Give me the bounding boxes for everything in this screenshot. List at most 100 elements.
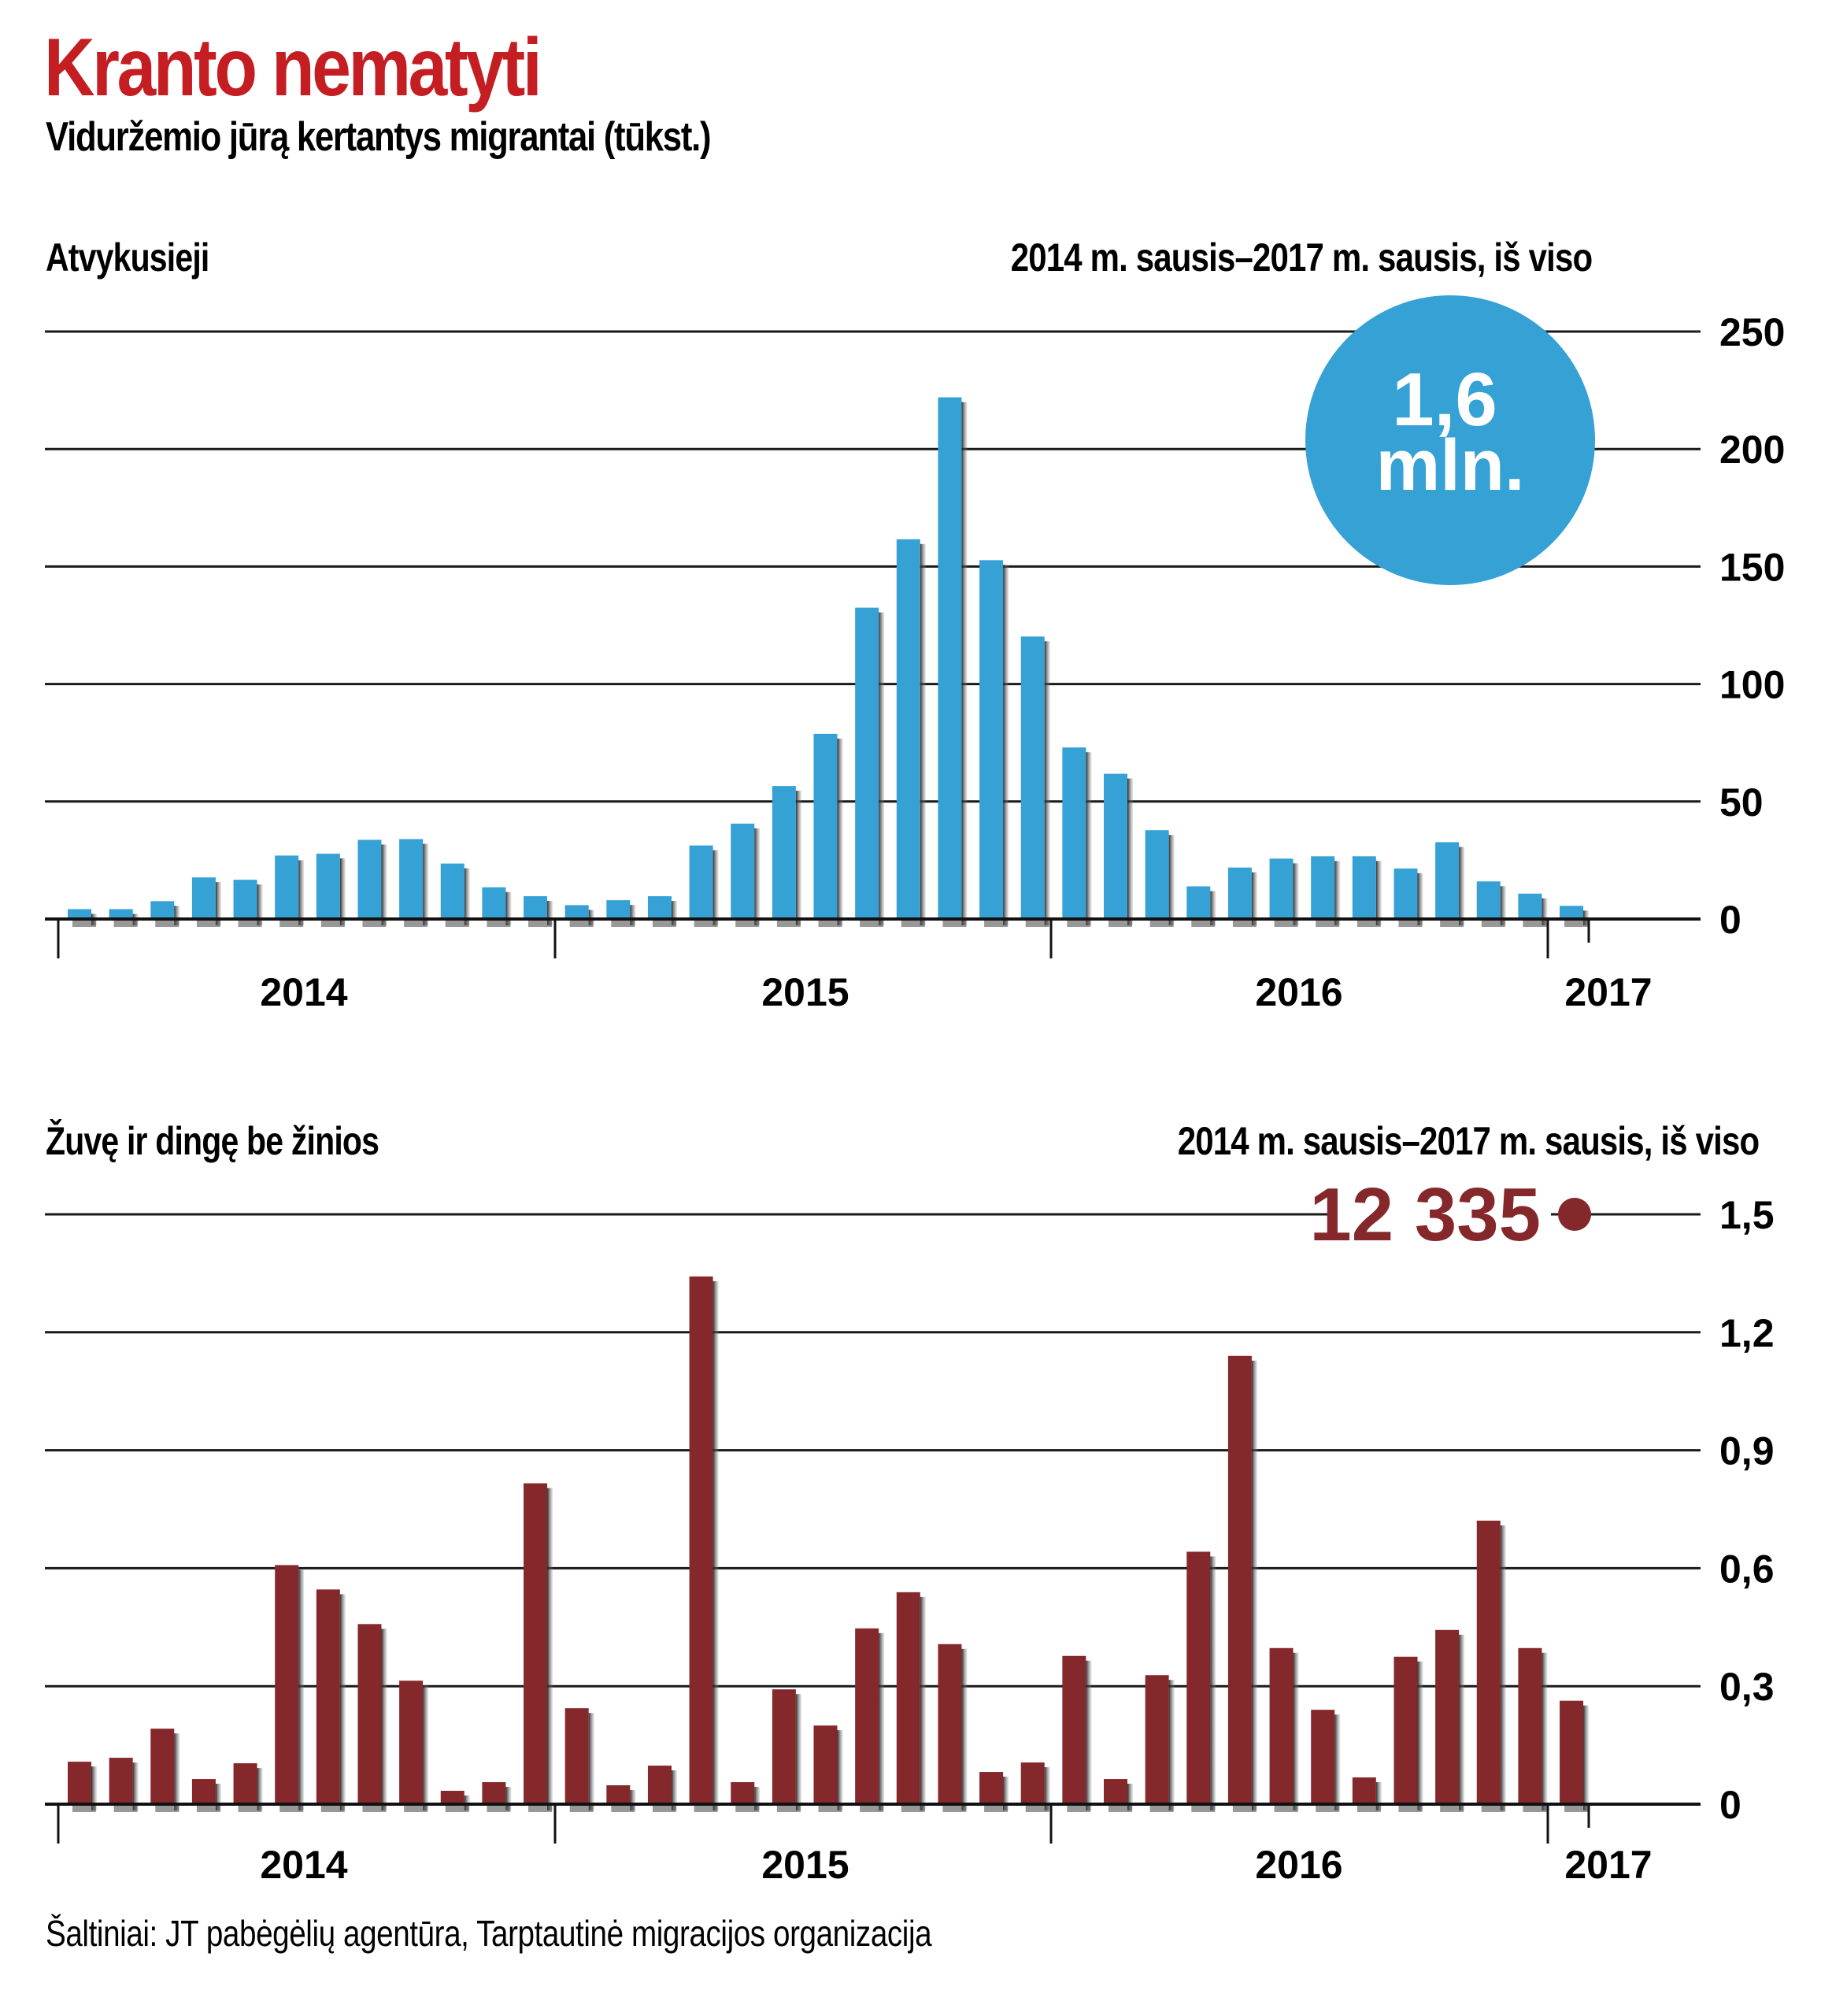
deaths-bar-shadow bbox=[505, 1787, 512, 1810]
arrivals-total-unit: mln. bbox=[1375, 425, 1524, 506]
arrivals-bar-shadow bbox=[611, 919, 635, 927]
deaths-bar-shadow bbox=[362, 1804, 387, 1812]
arrivals-bar-shadow bbox=[423, 843, 429, 925]
deaths-total-backdrop bbox=[1331, 1181, 1551, 1244]
deaths-bar-shadow bbox=[1564, 1804, 1589, 1812]
deaths-bar-shadow bbox=[1232, 1804, 1257, 1812]
deaths-bar-shadow bbox=[652, 1804, 676, 1812]
deaths-bar-shadow bbox=[547, 1488, 553, 1810]
deaths-y-tick-label: 0,3 bbox=[1719, 1665, 1775, 1709]
deaths-bar bbox=[1145, 1675, 1169, 1804]
deaths-bar bbox=[1227, 1355, 1252, 1804]
arrivals-bar bbox=[1062, 747, 1086, 919]
arrivals-bar-shadow bbox=[735, 919, 760, 927]
deaths-x-year-label: 2016 bbox=[1255, 1843, 1342, 1887]
deaths-bar-shadow bbox=[920, 1596, 926, 1810]
deaths-bar bbox=[606, 1785, 631, 1804]
deaths-bar bbox=[1560, 1700, 1584, 1804]
arrivals-bar-shadow bbox=[381, 844, 387, 925]
deaths-bar bbox=[1020, 1762, 1045, 1804]
deaths-bar-shadow bbox=[1523, 1804, 1547, 1812]
deaths-bar bbox=[1394, 1656, 1418, 1804]
arrivals-bar-shadow bbox=[671, 901, 677, 925]
deaths-bar-shadow bbox=[712, 1280, 719, 1810]
arrivals-bar bbox=[855, 607, 879, 919]
arrivals-x-year-label: 2017 bbox=[1564, 970, 1652, 1014]
arrivals-bar-shadow bbox=[505, 891, 512, 925]
deaths-bar-shadow bbox=[279, 1804, 304, 1812]
arrivals-bar-shadow bbox=[1086, 752, 1092, 925]
deaths-bar-shadow bbox=[445, 1804, 469, 1812]
deaths-bar bbox=[1352, 1777, 1376, 1804]
deaths-bar-shadow bbox=[72, 1804, 96, 1812]
arrivals-total-caption: 2014 m. sausis–2017 m. sausis, iš viso bbox=[1010, 235, 1592, 280]
deaths-bar bbox=[813, 1725, 838, 1804]
arrivals-bar-shadow bbox=[547, 901, 553, 925]
deaths-bar bbox=[1311, 1710, 1335, 1804]
arrivals-bar bbox=[813, 733, 838, 919]
deaths-bar-shadow bbox=[1025, 1804, 1049, 1812]
arrivals-bar-shadow bbox=[1109, 919, 1132, 927]
deaths-bar-shadow bbox=[1293, 1652, 1299, 1810]
deaths-bar bbox=[979, 1772, 1004, 1804]
arrivals-bar bbox=[1518, 893, 1542, 919]
deaths-bar-shadow bbox=[132, 1762, 139, 1810]
deaths-bar-shadow bbox=[901, 1804, 925, 1812]
deaths-y-tick-label: 1,5 bbox=[1719, 1193, 1775, 1237]
arrivals-bar bbox=[1476, 881, 1501, 919]
deaths-y-tick-label: 0,9 bbox=[1719, 1429, 1775, 1473]
arrivals-bar-shadow bbox=[404, 919, 428, 927]
deaths-chart: 0 0,3 0,6 0,9 1,2 1,5 2014 2015 2016 2017 12 335 bbox=[45, 1173, 1775, 1887]
arrivals-bar-shadow bbox=[196, 919, 220, 927]
arrivals-bar-shadow bbox=[879, 612, 885, 925]
arrivals-bar-shadow bbox=[72, 919, 96, 927]
deaths-bar-shadow bbox=[754, 1787, 761, 1810]
arrivals-bar-shadow bbox=[528, 919, 553, 927]
arrivals-bar bbox=[1020, 636, 1045, 919]
arrivals-y-tick-label: 200 bbox=[1719, 428, 1785, 472]
arrivals-bar-shadow bbox=[1481, 919, 1505, 927]
arrivals-bar-shadow bbox=[174, 906, 180, 925]
arrivals-bar-shadow bbox=[113, 919, 138, 927]
arrivals-bar bbox=[731, 823, 755, 919]
deaths-bar-shadow bbox=[196, 1804, 220, 1812]
deaths-bar bbox=[316, 1589, 340, 1804]
arrivals-bar-shadow bbox=[776, 919, 801, 927]
deaths-bar bbox=[524, 1483, 548, 1804]
arrivals-bar-shadow bbox=[795, 791, 801, 925]
deaths-bar-shadow bbox=[735, 1804, 760, 1812]
deaths-bar-shadow bbox=[1109, 1804, 1132, 1812]
arrivals-bar-shadow bbox=[1274, 919, 1298, 927]
arrivals-bar bbox=[1269, 858, 1294, 919]
deaths-bar-shadow bbox=[1086, 1660, 1092, 1810]
deaths-bar bbox=[772, 1689, 796, 1804]
arrivals-bar-shadow bbox=[1523, 919, 1547, 927]
deaths-bar bbox=[689, 1276, 713, 1804]
arrivals-bar-shadow bbox=[1500, 886, 1506, 925]
deaths-bar-shadow bbox=[1067, 1804, 1091, 1812]
arrivals-y-tick-label: 50 bbox=[1719, 780, 1764, 825]
arrivals-bar-shadow bbox=[320, 919, 345, 927]
arrivals-bar-shadow bbox=[1564, 919, 1589, 927]
arrivals-bar-shadow bbox=[1067, 919, 1091, 927]
arrivals-bar bbox=[938, 397, 962, 919]
deaths-bar-shadow bbox=[1417, 1661, 1423, 1810]
deaths-bar-shadow bbox=[879, 1632, 885, 1810]
deaths-bar bbox=[109, 1758, 133, 1804]
deaths-bar-shadow bbox=[381, 1629, 387, 1810]
deaths-bar-shadow bbox=[174, 1733, 180, 1810]
deaths-bar bbox=[275, 1565, 299, 1804]
arrivals-bar bbox=[1104, 773, 1127, 919]
arrivals-bar-shadow bbox=[1459, 847, 1465, 925]
arrivals-x-year-label: 2016 bbox=[1255, 970, 1342, 1014]
arrivals-bar-shadow bbox=[339, 858, 346, 925]
arrivals-bar-shadow bbox=[569, 919, 594, 927]
arrivals-bar bbox=[979, 560, 1004, 919]
deaths-bar-shadow bbox=[1251, 1360, 1257, 1810]
arrivals-bar-shadow bbox=[1316, 919, 1340, 927]
page-title: Kranto nematyti bbox=[44, 22, 542, 113]
arrivals-bar-shadow bbox=[257, 884, 263, 925]
arrivals-bar bbox=[647, 896, 672, 919]
arrivals-bar-shadow bbox=[1127, 778, 1133, 925]
